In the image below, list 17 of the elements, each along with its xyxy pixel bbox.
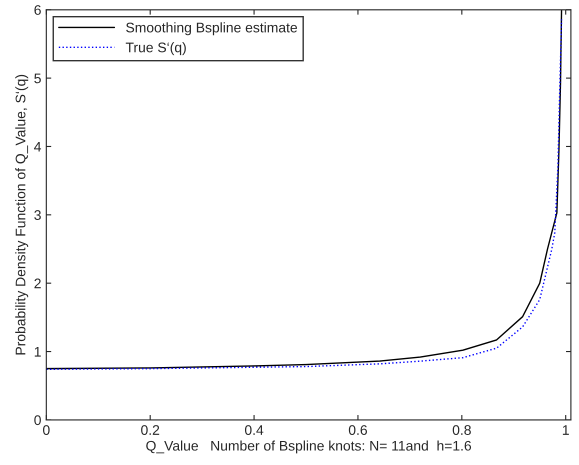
y-tick-label: 6 <box>34 5 41 15</box>
legend-label: True S‘(q) <box>126 42 186 56</box>
y-tick-label: 4 <box>34 142 42 152</box>
x-tick-label: 0.4 <box>244 425 264 435</box>
legend-label: Smoothing Bspline estimate <box>126 22 298 36</box>
x-tick-label: 0.6 <box>348 425 367 435</box>
y-tick-label: 3 <box>34 210 41 220</box>
y-axis-title: Probability Density Function of Q_Value, S‘(q) <box>15 74 28 354</box>
y-tick-label: 2 <box>34 278 41 288</box>
y-tick-label: 1 <box>34 347 41 357</box>
x-tick-label: 0 <box>43 425 50 435</box>
x-tick-label: 1 <box>562 425 569 435</box>
x-tick-label: 0.2 <box>141 425 160 435</box>
y-tick-label: 0 <box>34 415 41 426</box>
y-tick-label: 5 <box>34 74 41 84</box>
x-axis-title: Q_Value Number of Bspline knots: N= 11and h=1.6 <box>146 440 472 454</box>
x-tick-label: 0.8 <box>452 425 471 435</box>
